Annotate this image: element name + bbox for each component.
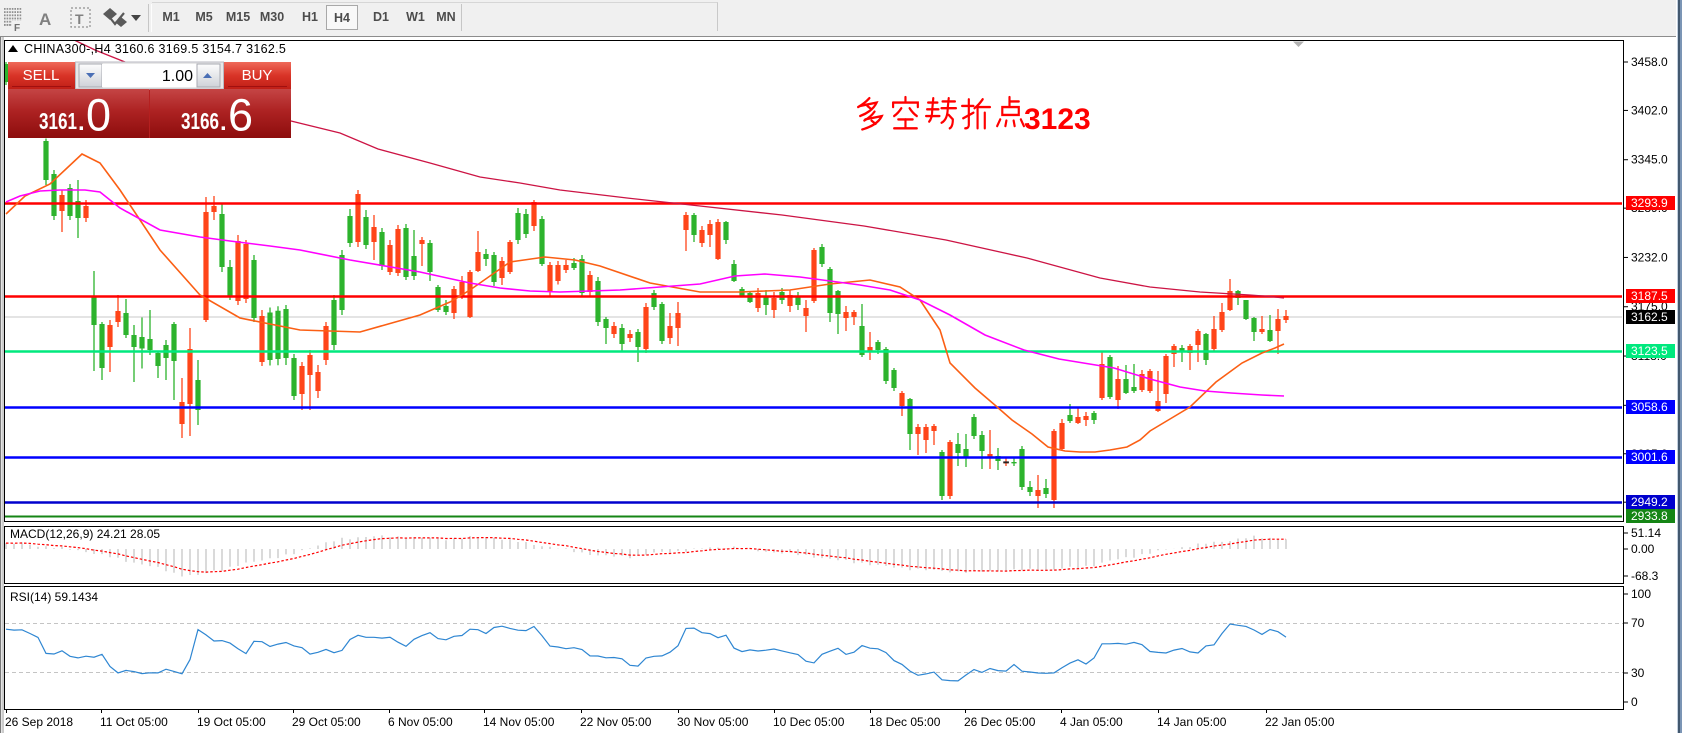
svg-text:A: A <box>39 10 51 29</box>
svg-text:3187.5: 3187.5 <box>1631 289 1668 303</box>
svg-text:3162.5: 3162.5 <box>1631 310 1668 324</box>
svg-text:22 Jan 05:00: 22 Jan 05:00 <box>1265 715 1335 729</box>
svg-text:3161: 3161 <box>39 108 77 134</box>
svg-text:CHINA300-,H4 3160.6 3169.5 31: CHINA300-,H4 3160.6 3169.5 3154.7 3162.5 <box>24 42 286 56</box>
svg-text:4 Jan 05:00: 4 Jan 05:00 <box>1060 715 1123 729</box>
svg-text:0: 0 <box>1631 695 1638 709</box>
svg-text:6: 6 <box>228 90 253 141</box>
svg-text:2949.2: 2949.2 <box>1631 495 1668 509</box>
svg-text:10 Dec 05:00: 10 Dec 05:00 <box>773 715 845 729</box>
svg-text:0: 0 <box>86 90 111 141</box>
svg-text:F: F <box>14 23 20 34</box>
svg-text:26 Sep 2018: 26 Sep 2018 <box>5 715 73 729</box>
svg-text:3458.0: 3458.0 <box>1631 55 1668 69</box>
svg-text:14 Nov 05:00: 14 Nov 05:00 <box>483 715 555 729</box>
svg-text:3123: 3123 <box>1024 103 1091 136</box>
svg-text:BUY: BUY <box>242 67 273 84</box>
svg-text:18 Dec 05:00: 18 Dec 05:00 <box>869 715 941 729</box>
svg-text:29 Oct 05:00: 29 Oct 05:00 <box>292 715 361 729</box>
svg-text:30 Nov 05:00: 30 Nov 05:00 <box>677 715 749 729</box>
svg-text:30: 30 <box>1631 666 1645 680</box>
svg-text:SELL: SELL <box>23 67 60 84</box>
svg-text:100: 100 <box>1631 587 1651 601</box>
svg-text:19 Oct 05:00: 19 Oct 05:00 <box>197 715 266 729</box>
svg-text:11 Oct 05:00: 11 Oct 05:00 <box>100 715 168 729</box>
svg-text:3232.0: 3232.0 <box>1631 250 1668 264</box>
svg-text:-68.3: -68.3 <box>1631 569 1659 583</box>
svg-text:51.14: 51.14 <box>1631 526 1661 540</box>
svg-text:3001.6: 3001.6 <box>1631 450 1668 464</box>
svg-text:MACD(12,26,9) 24.21 28.05: MACD(12,26,9) 24.21 28.05 <box>10 527 160 541</box>
svg-text:22 Nov 05:00: 22 Nov 05:00 <box>580 715 652 729</box>
svg-text:.: . <box>78 109 85 136</box>
svg-text:3402.0: 3402.0 <box>1631 103 1668 117</box>
svg-text:14 Jan 05:00: 14 Jan 05:00 <box>1157 715 1227 729</box>
svg-text:.: . <box>220 109 227 136</box>
svg-text:RSI(14) 59.1434: RSI(14) 59.1434 <box>10 590 98 604</box>
svg-text:70: 70 <box>1631 616 1645 630</box>
svg-text:6 Nov 05:00: 6 Nov 05:00 <box>388 715 453 729</box>
svg-text:3166: 3166 <box>181 108 219 134</box>
svg-text:1.00: 1.00 <box>162 68 193 85</box>
svg-text:3345.0: 3345.0 <box>1631 153 1668 167</box>
svg-text:T: T <box>75 11 84 27</box>
svg-text:3123.5: 3123.5 <box>1631 344 1668 358</box>
svg-text:26 Dec 05:00: 26 Dec 05:00 <box>964 715 1036 729</box>
svg-text:0.00: 0.00 <box>1631 542 1655 556</box>
svg-text:2933.8: 2933.8 <box>1631 509 1668 523</box>
svg-text:3058.6: 3058.6 <box>1631 400 1668 414</box>
svg-text:3293.9: 3293.9 <box>1631 196 1668 210</box>
